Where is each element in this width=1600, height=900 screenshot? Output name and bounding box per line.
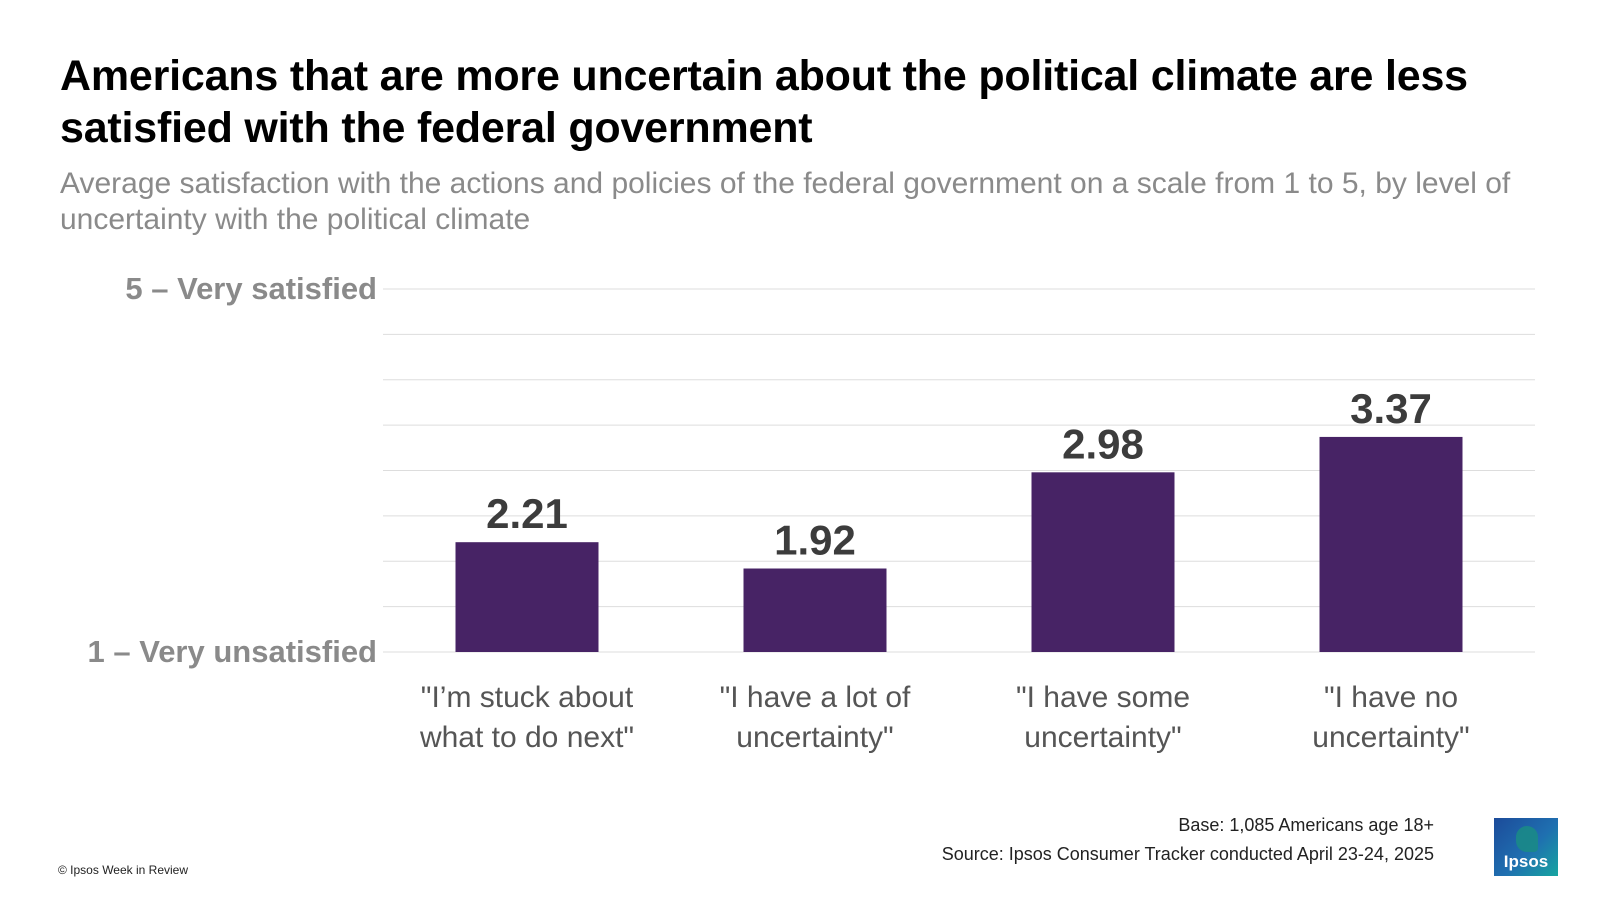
category-label: uncertainty"	[1312, 721, 1469, 754]
bar-value-label: 2.21	[486, 490, 568, 537]
category-label: "I have some	[1016, 681, 1190, 714]
y-axis-bottom-label: 1 – Very unsatisfied	[88, 634, 377, 669]
bar-value-label: 1.92	[774, 517, 856, 564]
category-label: "I’m stuck about	[421, 681, 634, 714]
y-axis-top-label: 5 – Very satisfied	[125, 271, 377, 306]
category-label: "I have no	[1324, 681, 1458, 714]
category-label: uncertainty"	[736, 721, 893, 754]
copyright-note: © Ipsos Week in Review	[58, 863, 189, 877]
bar-value-label: 3.37	[1350, 385, 1432, 432]
bar-3	[1031, 472, 1175, 652]
logo-text: Ipsos	[1503, 852, 1549, 871]
logo-head-icon	[1516, 826, 1538, 852]
bar-chart: 5 – Very satisfied 1 – Very unsatisfied 2.…	[88, 271, 1535, 754]
source-note: Source: Ipsos Consumer Tracker conducted…	[941, 844, 1434, 864]
category-label: "I have a lot of	[720, 681, 911, 714]
bar-value-label: 2.98	[1062, 420, 1144, 467]
category-label: what to do next"	[419, 721, 634, 754]
ipsos-logo: Ipsos	[1494, 818, 1558, 876]
base-note: Base: 1,085 Americans age 18+	[1178, 815, 1434, 835]
chart-subtitle: Average satisfaction with the actions an…	[60, 167, 1511, 236]
bar-2	[743, 568, 887, 652]
chart-title: Americans that are more uncertain about …	[60, 52, 1468, 152]
bar-1	[455, 542, 599, 652]
category-label: uncertainty"	[1024, 721, 1181, 754]
bar-4	[1319, 436, 1463, 652]
